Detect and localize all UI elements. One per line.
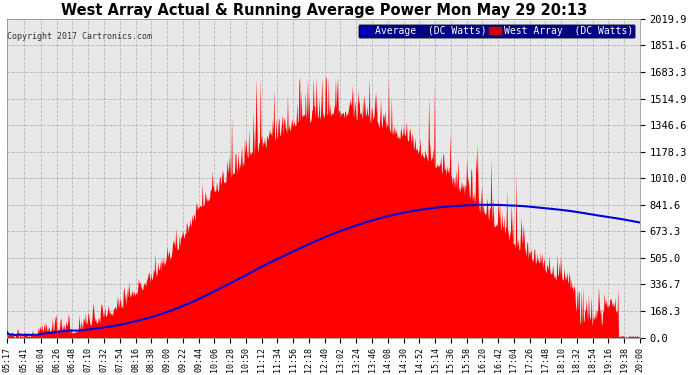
Title: West Array Actual & Running Average Power Mon May 29 20:13: West Array Actual & Running Average Powe…: [61, 3, 586, 18]
Legend: Average  (DC Watts), West Array  (DC Watts): Average (DC Watts), West Array (DC Watts…: [358, 24, 635, 38]
Text: Copyright 2017 Cartronics.com: Copyright 2017 Cartronics.com: [7, 32, 152, 41]
